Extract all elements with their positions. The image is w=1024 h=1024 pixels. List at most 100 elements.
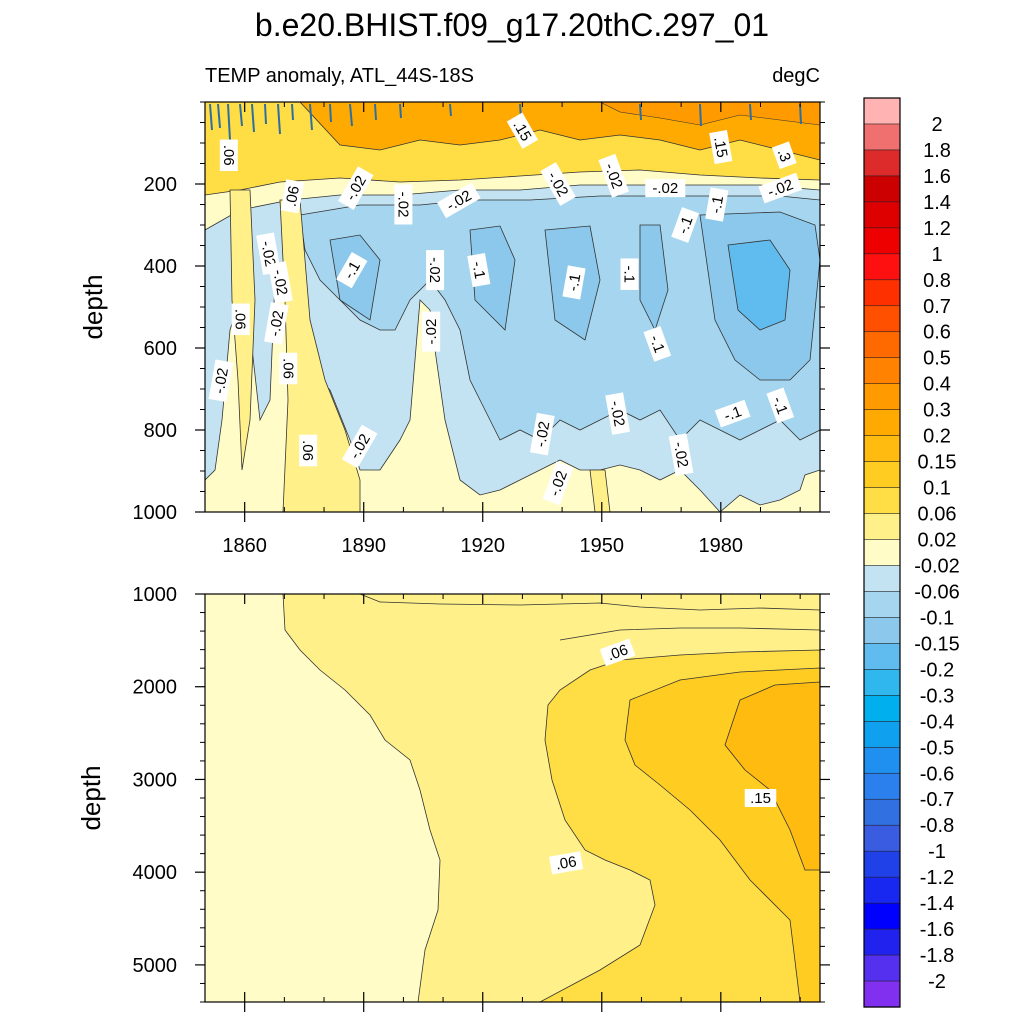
colorbar-swatch — [863, 97, 901, 125]
lower-y-axis: 1000 2000 3000 4000 5000 — [133, 584, 830, 1003]
contour-label: -.02 — [668, 433, 694, 476]
upper-field — [205, 102, 820, 512]
colorbar-swatch — [863, 149, 901, 177]
contour-label: -.1 — [671, 207, 699, 243]
chart-title: b.e20.BHIST.f09_g17.20thC.297_01 — [255, 7, 769, 43]
contour-label-text: .06 — [554, 853, 577, 873]
contour-label: .15 — [744, 789, 777, 807]
colorbar-swatch — [863, 253, 901, 281]
contour-label-text: -.02 — [532, 420, 553, 448]
contour-label: -.1 — [766, 387, 795, 424]
contour-label: -.02 — [208, 359, 234, 403]
colorbar-swatch — [863, 227, 901, 255]
colorbar-swatch — [863, 617, 901, 644]
colorbar-swatch — [863, 539, 901, 567]
colorbar-swatch — [863, 383, 901, 411]
contour-label-text: -.1 — [707, 194, 727, 214]
colorbar-label: -1.8 — [920, 945, 954, 967]
lower-top-contours — [359, 594, 820, 641]
colorbar-swatch — [863, 746, 901, 774]
colorbar-swatch — [863, 357, 901, 385]
contour-label: -.1 — [714, 399, 751, 428]
contour-label-text: -.1 — [340, 259, 363, 283]
colorbar-frame — [863, 97, 901, 1008]
contour-label-bg — [437, 182, 481, 219]
colorbar-swatch — [863, 201, 901, 229]
contour-label: -.02 — [758, 172, 803, 204]
contour-label: -.1 — [336, 251, 368, 289]
colorbar-label: -2 — [928, 971, 946, 993]
contour-label-bg — [766, 387, 795, 424]
contour-label-bg — [645, 179, 686, 198]
contour-label: -.02 — [605, 392, 630, 435]
contour-label-bg — [529, 412, 555, 456]
contour-label-text: -.02 — [423, 319, 440, 345]
contour-label-text: .06 — [279, 358, 296, 379]
contour-label-text: .06 — [299, 440, 316, 461]
contour-label-text: .06 — [605, 641, 630, 664]
colorbar-swatch — [863, 435, 901, 463]
contour-label-bg — [341, 424, 378, 469]
colorbar-label: -0.4 — [920, 711, 954, 733]
chart-subtitle-right: degC — [772, 65, 820, 87]
contour-label-bg — [562, 265, 586, 300]
contour-label-text: -.02 — [257, 240, 278, 268]
colorbar-swatch — [863, 954, 901, 982]
y-tick-label: 800 — [144, 420, 177, 442]
contour-label-bg — [744, 789, 777, 807]
upper-y-axis-label: depth — [78, 274, 108, 339]
contour-label: -.1 — [643, 326, 672, 362]
contour-label-bg — [599, 638, 636, 667]
contour-label: -.02 — [529, 412, 555, 456]
contour-label-text: -.1 — [468, 260, 488, 280]
colorbar-swatch — [863, 772, 901, 800]
colorbar-label: 0.3 — [923, 400, 951, 422]
contour-label: .06 — [549, 851, 584, 875]
contour-label: -.02 — [645, 179, 686, 198]
contour-label-bg — [394, 184, 413, 225]
colorbar-swatch — [863, 513, 901, 541]
contour-label-text: -.02 — [266, 309, 287, 337]
contour-label-bg — [549, 851, 584, 875]
contour-label-text: .15 — [750, 790, 771, 807]
colorbar-label: 0.2 — [923, 426, 951, 448]
contour-label: -.1 — [467, 253, 491, 288]
contour-label: .06 — [299, 434, 318, 467]
colorbar-label: -0.8 — [920, 815, 954, 837]
colorbar-label: -1.6 — [920, 919, 954, 941]
contour-label-text: -.1 — [621, 265, 638, 283]
y-tick-label: 600 — [144, 338, 177, 360]
colorbar-label: 1.4 — [923, 192, 951, 214]
lower-x-axis — [204, 594, 801, 1012]
contour-label-text: .15 — [710, 135, 730, 158]
colorbar-label: 0.5 — [923, 348, 951, 370]
contour-label-text: -.02 — [426, 257, 443, 283]
colorbar-swatch — [863, 928, 901, 956]
contour-label-bg — [208, 359, 234, 403]
lower-contour-labels: .06 .15 .06 — [549, 638, 777, 875]
colorbar-swatch — [863, 824, 901, 852]
upper-region-warm-3 — [599, 102, 820, 126]
upper-x-axis: 1860 1890 1920 1950 1980 — [204, 102, 801, 557]
contour-label-bg — [422, 311, 441, 352]
contour-label: -.1 — [562, 265, 586, 300]
contour-label-bg — [620, 258, 639, 290]
contour-label-text: -.02 — [269, 268, 290, 296]
contour-label-text: -.02 — [606, 399, 627, 427]
colorbar-label: -0.15 — [914, 633, 960, 655]
contour-label-bg — [671, 207, 699, 243]
colorbar-label: -1.4 — [920, 893, 954, 915]
colorbar-swatch — [863, 461, 901, 489]
contour-label-bg — [758, 172, 803, 204]
contour-label: .06 — [231, 303, 250, 336]
y-tick-label: 200 — [144, 174, 177, 196]
contour-label-text: -.1 — [565, 272, 585, 292]
colorbar-swatch — [863, 669, 901, 696]
contour-label: -.02 — [264, 302, 289, 345]
colorbar-swatch — [863, 175, 901, 203]
colorbar-label: 1.8 — [923, 140, 951, 162]
contour-label-bg — [264, 302, 289, 345]
colorbar-label: 0.4 — [923, 374, 951, 396]
colorbar-swatch — [863, 721, 901, 748]
contour-label-text: -.02 — [670, 440, 691, 468]
